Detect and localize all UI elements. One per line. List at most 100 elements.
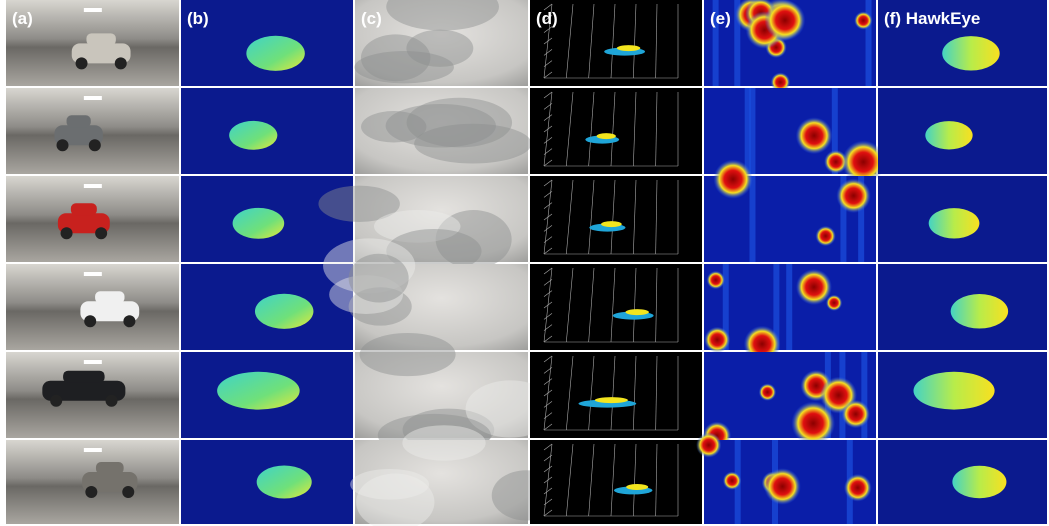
car-shape <box>929 208 980 238</box>
car-roof <box>67 115 91 127</box>
panel-cell <box>181 88 353 174</box>
hotspot <box>796 269 832 305</box>
car-shape <box>925 121 972 149</box>
panel-cell <box>181 352 353 438</box>
background <box>530 176 702 262</box>
wheel <box>84 315 96 327</box>
panel-cell <box>530 88 702 174</box>
panel-cell <box>530 352 702 438</box>
panel-cell <box>6 440 179 524</box>
stripe <box>786 264 792 350</box>
wheel <box>122 486 134 498</box>
background <box>530 440 702 524</box>
panel-cell <box>704 264 876 362</box>
panel-label: (c) <box>361 9 382 28</box>
stripe <box>745 88 751 174</box>
point-cloud <box>617 45 640 51</box>
ceiling-light <box>84 184 102 188</box>
panel-label: (a) <box>12 9 33 28</box>
panel-label: (d) <box>536 9 558 28</box>
car-shape <box>913 372 994 410</box>
background <box>530 88 702 174</box>
panel-cell <box>530 440 702 524</box>
background <box>530 264 702 350</box>
car-roof <box>96 462 124 474</box>
ceiling-light <box>84 272 102 276</box>
hotspot <box>796 117 833 154</box>
point-cloud <box>595 397 628 403</box>
wheel <box>95 227 107 239</box>
wheel <box>85 486 97 498</box>
point-cloud <box>626 309 649 315</box>
hotspot <box>854 11 872 29</box>
hotspot <box>704 327 730 353</box>
wheel <box>50 395 62 407</box>
panel-cell <box>6 264 179 350</box>
car-shape <box>255 294 313 329</box>
panel-cell <box>181 440 353 524</box>
hotspot <box>842 400 870 428</box>
wheel <box>115 57 127 69</box>
panel-grid <box>6 0 1047 526</box>
background <box>530 352 702 438</box>
wheel <box>61 227 73 239</box>
car-roof <box>95 291 124 303</box>
panel-label: (b) <box>187 9 209 28</box>
hotspot <box>713 160 752 199</box>
hotspot <box>764 468 801 505</box>
ceiling-light <box>84 96 102 100</box>
smoke-puff <box>349 254 409 303</box>
hotspot <box>844 474 872 502</box>
hotspot <box>765 0 806 41</box>
car-shape <box>951 294 1008 328</box>
panel-cell <box>878 88 1047 174</box>
panel-cell <box>350 425 561 526</box>
wheel <box>57 139 69 151</box>
hotspot <box>696 432 721 457</box>
wheel <box>76 57 88 69</box>
panel-cell <box>878 264 1047 350</box>
figure: (a)(b)(c)(d)(e)(f) HawkEye <box>0 0 1049 526</box>
car-roof <box>71 203 97 215</box>
car-roof <box>86 33 115 45</box>
hotspot <box>723 472 741 490</box>
wheel <box>106 395 118 407</box>
car-shape <box>942 36 999 70</box>
hotspot <box>836 179 870 213</box>
panel-cell <box>703 352 876 450</box>
panel-cell <box>878 352 1047 438</box>
panel-cell <box>696 432 876 524</box>
panel-cell <box>181 176 353 262</box>
hotspot <box>759 383 776 400</box>
car-shape <box>952 466 1006 498</box>
stripe <box>749 176 755 262</box>
smoke-puff <box>360 333 456 376</box>
ceiling-light <box>84 360 102 364</box>
car-shape <box>246 36 304 71</box>
panel-cell <box>6 176 179 262</box>
panel-cell <box>6 352 179 438</box>
car-shape <box>217 372 300 410</box>
point-cloud <box>597 133 616 139</box>
smoke-puff <box>361 34 430 81</box>
panel-cell <box>530 264 702 350</box>
panel-cell <box>530 176 702 262</box>
panel-cell <box>6 88 179 174</box>
point-cloud <box>626 484 648 490</box>
car-shape <box>233 208 285 239</box>
smoke-puff <box>402 425 485 461</box>
panel-label: (f) HawkEye <box>884 9 980 28</box>
panel-cell <box>878 440 1047 524</box>
ceiling-light <box>84 8 102 12</box>
panel-cell <box>878 176 1047 262</box>
panel-cell <box>355 88 531 174</box>
hotspot <box>707 271 725 289</box>
point-cloud <box>601 221 622 227</box>
wheel <box>89 139 101 151</box>
car-shape <box>229 121 277 150</box>
car-roof <box>63 371 105 383</box>
ceiling-light <box>84 448 102 452</box>
wheel <box>123 315 135 327</box>
smoke-puff <box>386 104 496 148</box>
hotspot <box>815 226 835 246</box>
